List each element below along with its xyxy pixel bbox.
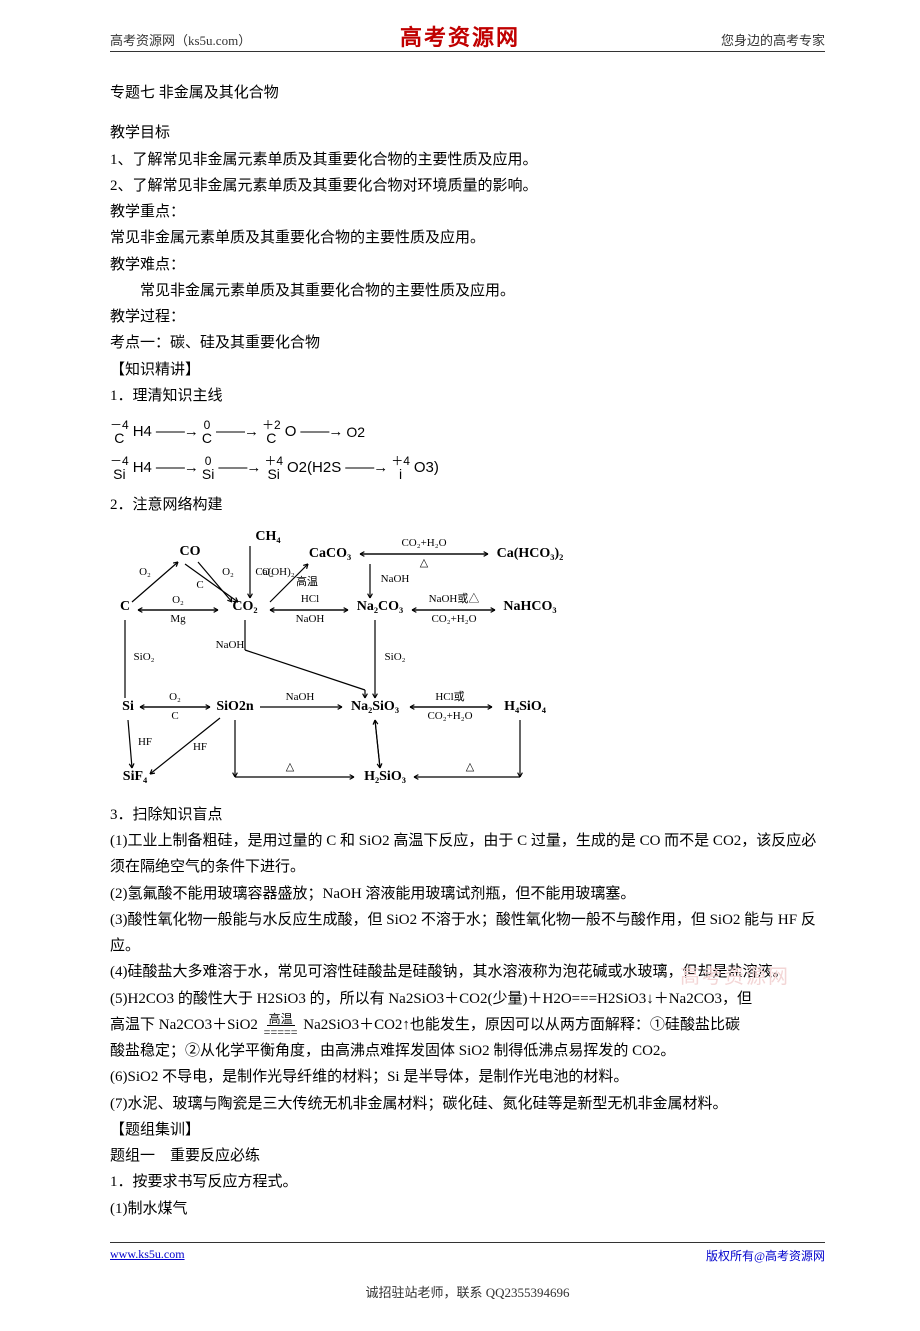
svg-text:高温: 高温 xyxy=(296,574,318,588)
cond-top: 高温 xyxy=(267,1013,295,1026)
svg-text:NaOH: NaOH xyxy=(216,639,245,651)
svg-text:C: C xyxy=(171,710,178,722)
svg-text:Si: Si xyxy=(122,699,134,714)
svg-text:NaOH: NaOH xyxy=(296,613,325,625)
blind-spot-5b: 高温下 Na2CO3＋SiO2 高温===== Na2SiO3＋CO2↑也能发生… xyxy=(110,1012,825,1038)
focus-text: 常见非金属元素单质及其重要化合物的主要性质及应用。 xyxy=(110,225,825,251)
svg-text:NaOH或△: NaOH或△ xyxy=(429,592,480,605)
goal-item-2: 2、了解常见非金属元素单质及其重要化合物对环境质量的影响。 xyxy=(110,173,825,199)
svg-text:Ca(HCO₃)₂: Ca(HCO₃)₂ xyxy=(497,546,564,561)
section-focus-heading: 教学重点： xyxy=(110,199,825,225)
line-3: 3．扫除知识盲点 xyxy=(110,802,825,828)
svg-text:Na₂CO₃: Na₂CO₃ xyxy=(357,599,404,614)
footer-copyright: 版权所有@高考资源网 xyxy=(706,1247,825,1264)
svg-text:C: C xyxy=(120,599,130,614)
goal-item-1: 1、了解常见非金属元素单质及其重要化合物的主要性质及应用。 xyxy=(110,147,825,173)
blind-spot-4: (4)硅酸盐大多难溶于水，常见可溶性硅酸盐是硅酸钠，其水溶液称为泡花碱或水玻璃，… xyxy=(110,959,825,985)
svg-text:SiO₂: SiO₂ xyxy=(134,651,155,663)
exercise-heading: 【题组集训】 xyxy=(110,1117,825,1143)
svg-text:H₄SiO₄: H₄SiO₄ xyxy=(504,699,547,714)
svg-text:O₂: O₂ xyxy=(222,566,234,578)
svg-text:NaOH: NaOH xyxy=(286,691,315,703)
reaction-network-diagram: C CO CH₄ CaCO₃ Ca(HCO₃)₂ C O₂ Na₂CO₃ NaHCO₃ Si SiO… xyxy=(110,530,825,790)
blind-spot-7: (7)水泥、玻璃与陶瓷是三大传统无机非金属材料；碳化硅、氮化硅等是新型无机非金属… xyxy=(110,1091,825,1117)
svg-text:Mg: Mg xyxy=(170,613,186,625)
svg-text:HF: HF xyxy=(138,736,152,748)
svg-text:CO₂+H₂O: CO₂+H₂O xyxy=(427,710,472,722)
question-1: 1．按要求书写反应方程式。 xyxy=(110,1169,825,1195)
svg-text:H₂SiO₃: H₂SiO₃ xyxy=(364,769,406,784)
svg-text:CH₄: CH₄ xyxy=(255,530,281,544)
footer-contact: 诚招驻站老师，联系 QQ2355394696 xyxy=(110,1282,825,1301)
section-process-heading: 教学过程： xyxy=(110,304,825,330)
doc-title: 专题七 非金属及其化合物 xyxy=(110,80,825,106)
svg-text:O₂: O₂ xyxy=(139,566,151,578)
line-2: 2．注意网络构建 xyxy=(110,492,825,518)
footer-url-link[interactable]: www.ks5u.com xyxy=(110,1247,185,1264)
chem-chain-silicon: －4SiH4——→0Si——→＋4SiO2(H2S——→＋4iO3) xyxy=(110,455,825,481)
svg-text:CO: CO xyxy=(180,544,201,559)
svg-text:HCl或: HCl或 xyxy=(435,690,464,703)
keypoint-1: 考点一：碳、硅及其重要化合物 xyxy=(110,330,825,356)
document-body: 专题七 非金属及其化合物 教学目标 1、了解常见非金属元素单质及其重要化合物的主… xyxy=(110,80,825,1222)
header-left: 高考资源网（ks5u.com） xyxy=(110,30,251,49)
svg-text:NaOH: NaOH xyxy=(381,573,410,585)
blind-spot-3: (3)酸性氧化物一般能与水反应生成酸，但 SiO2 不溶于水；酸性氧化物一般不与… xyxy=(110,907,825,960)
svg-text:O₂: O₂ xyxy=(169,691,181,703)
chem-chain-carbon: －4CH4——→0C——→＋2CO——→O2 xyxy=(110,419,825,445)
p5b-pre: 高温下 Na2CO3＋SiO2 xyxy=(110,1017,262,1033)
svg-text:△: △ xyxy=(466,761,475,773)
page-header: 高考资源网（ks5u.com） 高考资源网 您身边的高考专家 xyxy=(110,30,825,52)
knowledge-lecture-heading: 【知识精讲】 xyxy=(110,357,825,383)
svg-text:CaCO₃: CaCO₃ xyxy=(309,546,351,561)
exercise-group-1: 题组一 重要反应必练 xyxy=(110,1143,825,1169)
difficulty-text: 常见非金属元素单质及其重要化合物的主要性质及应用。 xyxy=(110,278,825,304)
blind-spot-1: (1)工业上制备粗硅，是用过量的 C 和 SiO2 高温下反应，由于 C 过量，… xyxy=(110,828,825,881)
blind-spot-2: (2)氢氟酸不能用玻璃容器盛放；NaOH 溶液能用玻璃试剂瓶，但不能用玻璃塞。 xyxy=(110,881,825,907)
blind-spot-6: (6)SiO2 不导电，是制作光导纤维的材料；Si 是半导体，是制作光电池的材料… xyxy=(110,1064,825,1090)
question-1-1: (1)制水煤气 xyxy=(110,1196,825,1222)
svg-text:△: △ xyxy=(420,557,429,569)
section-difficulty-heading: 教学难点： xyxy=(110,252,825,278)
svg-text:Na₂SiO₃: Na₂SiO₃ xyxy=(351,699,399,714)
svg-text:CO₂+H₂O: CO₂+H₂O xyxy=(401,537,446,549)
svg-text:SiO2n: SiO2n xyxy=(216,699,254,714)
svg-text:NaHCO₃: NaHCO₃ xyxy=(503,599,556,614)
svg-text:O₂: O₂ xyxy=(172,594,184,606)
svg-text:△: △ xyxy=(286,761,295,773)
p5b-post: Na2SiO3＋CO2↑也能发生，原因可以从两方面解释：①硅酸盐比碳 xyxy=(300,1017,740,1033)
svg-text:SiF₄: SiF₄ xyxy=(123,769,148,784)
svg-text:Ca(OH)₂: Ca(OH)₂ xyxy=(255,566,294,578)
svg-text:C: C xyxy=(196,579,203,591)
blind-spot-5c: 酸盐稳定；②从化学平衡角度，由高沸点难挥发固体 SiO2 制得低沸点易挥发的 C… xyxy=(110,1038,825,1064)
section-goal-heading: 教学目标 xyxy=(110,120,825,146)
svg-text:HF: HF xyxy=(193,741,207,753)
reaction-condition-icon: 高温===== xyxy=(262,1013,300,1038)
svg-text:SiO₂: SiO₂ xyxy=(385,651,406,663)
header-right: 您身边的高考专家 xyxy=(721,30,825,49)
page-footer: www.ks5u.com 版权所有@高考资源网 xyxy=(110,1242,825,1264)
svg-text:CO₂+H₂O: CO₂+H₂O xyxy=(431,613,476,625)
line-1: 1．理清知识主线 xyxy=(110,383,825,409)
header-brand: 高考资源网 xyxy=(400,20,520,52)
blind-spot-5a: (5)H2CO3 的酸性大于 H2SiO3 的，所以有 Na2SiO3＋CO2(… xyxy=(110,986,825,1012)
svg-text:HCl: HCl xyxy=(301,593,319,605)
